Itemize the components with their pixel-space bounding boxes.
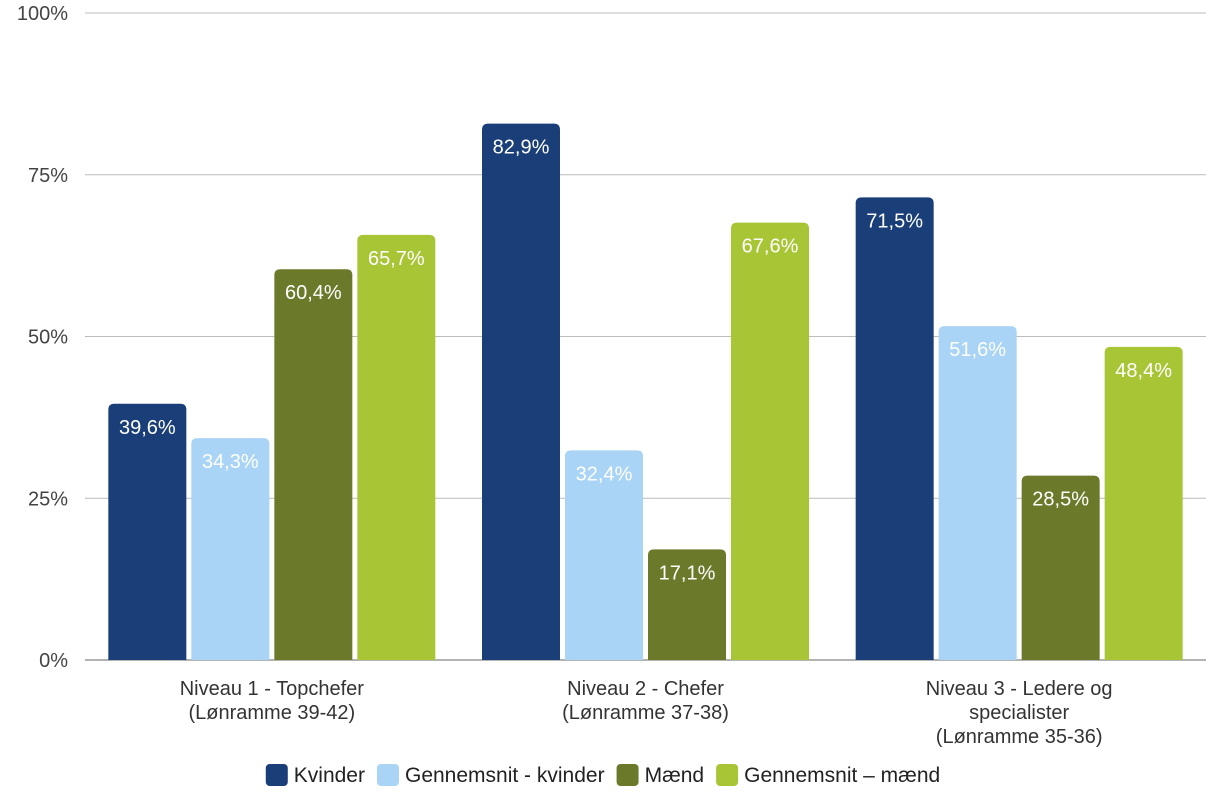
bar xyxy=(938,326,1017,660)
legend-label: Gennemsnit - kvinder xyxy=(405,764,605,787)
legend-swatch xyxy=(265,764,288,786)
y-tick-label: 75% xyxy=(28,165,68,187)
y-tick-label: 50% xyxy=(28,327,68,349)
y-tick-label: 25% xyxy=(28,488,68,510)
bar xyxy=(648,549,726,660)
bar xyxy=(731,222,809,661)
data-label: 17,1% xyxy=(659,562,716,584)
data-label: 28,5% xyxy=(1032,489,1089,511)
legend-label: Gennemsnit – mænd xyxy=(744,764,940,787)
data-labels: 39,6% 34,3% 60,4% 65,7% 82,9% 32,4% 17,1% 67,6%… xyxy=(119,137,1172,585)
x-axis-categories: Niveau 1 - Topchefer(Lønramme 39-42) Nive… xyxy=(180,678,1113,748)
data-label: 60,4% xyxy=(285,282,342,304)
legend-swatch xyxy=(616,764,639,786)
legend-label: Kvinder xyxy=(294,764,365,787)
x-category-label: (Lønramme 35-36) xyxy=(936,726,1103,748)
bar xyxy=(108,403,187,660)
data-label: 34,3% xyxy=(202,451,259,473)
x-category-label: Niveau 1 - Topchefer xyxy=(180,678,365,700)
y-tick-label: 100% xyxy=(17,3,68,25)
bar xyxy=(565,450,643,660)
bar xyxy=(482,123,560,660)
legend-swatch xyxy=(716,764,739,786)
y-tick-label: 0% xyxy=(39,650,68,672)
legend-label: Mænd xyxy=(645,764,705,787)
legend: Kvinder Gennemsnit - kvinder Mænd Gennemsni… xyxy=(265,764,940,787)
y-axis-ticks: 0% 25% 50% 75% 100% xyxy=(17,3,68,672)
data-label: 82,9% xyxy=(493,137,550,159)
data-label: 51,6% xyxy=(949,339,1006,361)
data-label: 32,4% xyxy=(576,463,633,485)
x-category-label: specialister xyxy=(969,702,1069,724)
data-label: 48,4% xyxy=(1115,360,1172,382)
bar xyxy=(357,234,436,660)
bars xyxy=(108,123,1183,661)
bar xyxy=(191,438,270,660)
data-label: 39,6% xyxy=(119,417,176,439)
x-category-label: Niveau 2 - Chefer xyxy=(567,678,724,700)
bar xyxy=(1021,475,1100,660)
data-label: 67,6% xyxy=(742,236,799,258)
legend-swatch xyxy=(376,764,399,786)
x-category-label: (Lønramme 37-38) xyxy=(562,702,729,724)
bar xyxy=(274,269,353,660)
gridlines xyxy=(85,12,1206,661)
data-label: 65,7% xyxy=(368,248,425,270)
x-category-label: (Lønramme 39-42) xyxy=(188,702,355,724)
data-label: 71,5% xyxy=(866,210,923,232)
x-category-label: Niveau 3 - Ledere og xyxy=(926,678,1113,700)
bar xyxy=(1104,346,1183,660)
bar xyxy=(855,197,934,660)
